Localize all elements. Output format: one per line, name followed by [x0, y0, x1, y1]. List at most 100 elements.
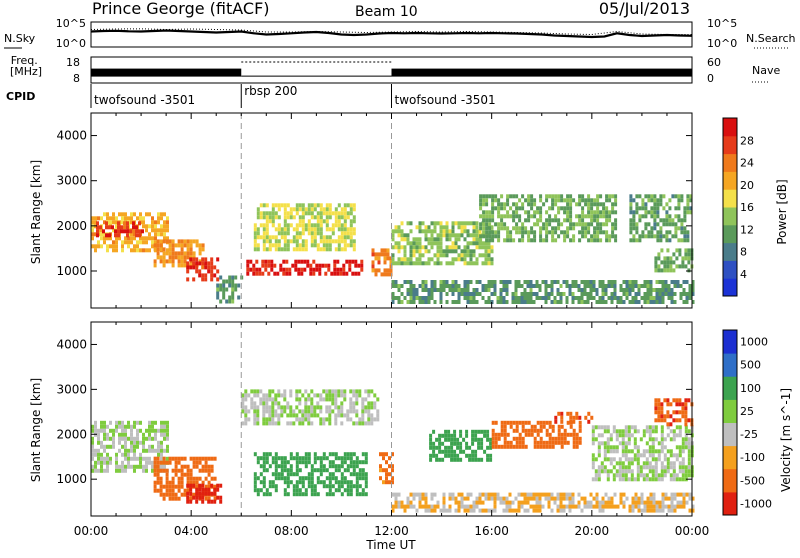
velocity-panel-echo-cell: [379, 468, 382, 473]
velocity-panel-echo-cell: [688, 508, 692, 513]
velocity-panel-echo-cell: [148, 432, 151, 437]
power-panel-echo-cell: [661, 292, 665, 296]
velocity-panel-echo-cell: [316, 476, 320, 481]
velocity-panel-echo-cell: [517, 500, 521, 505]
velocity-panel-echo-cell: [530, 432, 534, 437]
power-panel-echo-cell: [349, 227, 353, 232]
velocity-panel-echo-cell: [508, 508, 512, 513]
velocity-panel-echo-cell: [346, 488, 350, 493]
velocity-panel-echo-cell: [118, 436, 121, 441]
velocity-panel-echo-cell: [174, 460, 178, 465]
velocity-panel-echo-cell: [575, 436, 579, 441]
velocity-panel-echo-cell: [478, 492, 482, 497]
power-panel-echo-cell: [289, 215, 293, 220]
velocity-panel-echo-cell: [394, 504, 398, 509]
velocity-panel-echo-cell: [609, 437, 613, 442]
power-panel-echo-cell: [527, 210, 531, 215]
velocity-panel-echo-cell: [563, 428, 567, 433]
velocity-panel-echo-cell: [213, 496, 217, 501]
power-panel-echo-cell: [154, 236, 157, 241]
velocity-panel-echo-cell: [663, 469, 667, 474]
velocity-panel-echo-cell: [595, 504, 599, 509]
power-panel-echo-cell: [343, 223, 347, 228]
power-panel-echo-cell: [608, 234, 612, 239]
power-panel-echo-cell: [481, 296, 485, 300]
power-panel-echo-cell: [684, 264, 688, 269]
power-panel-echo-cell: [521, 194, 525, 199]
power-panel-echo-cell: [655, 288, 659, 292]
velocity-panel-echo-cell: [244, 417, 248, 422]
velocity-panel-echo-cell: [319, 468, 323, 473]
velocity-panel-echo-cell: [298, 456, 302, 461]
power-panel-echo-cell: [638, 234, 642, 239]
power-panel-echo-cell: [457, 292, 461, 296]
power-panel-echo-cell: [349, 243, 353, 248]
velocity-panel-echo-cell: [268, 405, 272, 410]
velocity-panel-echo-cell: [319, 460, 323, 465]
velocity-panel-echo-cell: [133, 420, 136, 425]
power-panel-echo-cell: [658, 288, 662, 292]
power-panel-echo-cell: [352, 219, 356, 224]
velocity-panel-echo-cell: [189, 496, 193, 501]
power-panel-echo-cell: [319, 231, 323, 236]
velocity-panel-echo-cell: [262, 464, 266, 469]
power-panel-echo-cell: [463, 249, 467, 254]
power-panel-echo-cell: [295, 235, 299, 240]
velocity-panel-echo-cell: [616, 504, 620, 509]
velocity-panel-echo-cell: [195, 491, 199, 496]
velocity-panel-echo-cell: [400, 500, 404, 505]
velocity-panel-echo-cell: [521, 420, 525, 425]
velocity-panel-echo-cell: [322, 397, 326, 402]
velocity-panel-echo-cell: [603, 453, 607, 458]
power-panel-echo-cell: [349, 239, 353, 244]
velocity-panel-echo-cell: [100, 424, 103, 429]
power-panel-echo-cell: [189, 239, 193, 244]
velocity-panel-echo-cell: [388, 456, 391, 461]
power-panel-echo-cell: [415, 245, 419, 250]
velocity-panel-echo-cell: [340, 393, 344, 398]
velocity-panel-echo-cell: [658, 504, 662, 509]
velocity-panel-echo-cell: [139, 428, 142, 433]
power-panel-echo-cell: [678, 248, 682, 253]
velocity-panel-echo-cell: [325, 417, 329, 422]
power-panel-echo-cell: [533, 230, 537, 235]
velocity-panel-echo-cell: [174, 484, 178, 489]
power-panel-echo-cell: [649, 296, 653, 300]
velocity-panel-echo-cell: [471, 441, 475, 446]
power-panel-echo-cell: [463, 245, 467, 250]
power-panel-echo-cell: [536, 206, 540, 211]
velocity-panel-echo-cell: [624, 445, 628, 450]
velocity-panel-echo-cell: [448, 508, 452, 513]
power-panel-echo-cell: [581, 222, 585, 227]
power-panel-echo-cell: [479, 198, 483, 203]
velocity-panel-echo-cell: [491, 432, 495, 437]
power-panel-echo-cell: [539, 230, 543, 235]
velocity-panel-echo-cell: [156, 464, 160, 469]
power-panel-echo-cell: [562, 280, 566, 284]
velocity-panel-echo-cell: [352, 460, 356, 465]
power-panel-echo-cell: [126, 229, 129, 234]
velocity-panel-echo-cell: [627, 461, 631, 466]
velocity-panel-echo-cell: [560, 411, 564, 416]
power-panel-echo-cell: [463, 253, 467, 258]
velocity-panel-echo-cell: [663, 418, 667, 423]
velocity-panel-echo-cell: [678, 429, 682, 434]
velocity-panel-echo-cell: [597, 445, 601, 450]
power-panel-echo-cell: [689, 198, 693, 203]
power-panel-echo-cell: [460, 253, 464, 258]
velocity-panel-echo-cell: [642, 433, 646, 438]
power-panel-echo-cell: [436, 253, 440, 258]
power-panel-echo-cell: [189, 251, 193, 256]
power-panel-echo-cell: [472, 237, 476, 242]
velocity-panel-echo-cell: [618, 473, 622, 478]
velocity-panel-echo-cell: [679, 500, 683, 505]
power-panel-echo-cell: [569, 218, 573, 223]
velocity-panel-echo-cell: [681, 465, 685, 470]
power-panel-echo-cell: [448, 261, 452, 266]
power-panel-echo-cell: [340, 215, 344, 220]
power-panel-echo-cell: [204, 261, 208, 266]
velocity-panel-echo-cell: [160, 428, 163, 433]
velocity-panel-echo-cell: [524, 428, 528, 433]
velocity-panel-echo-cell: [415, 508, 419, 513]
velocity-panel-echo-cell: [289, 468, 293, 473]
